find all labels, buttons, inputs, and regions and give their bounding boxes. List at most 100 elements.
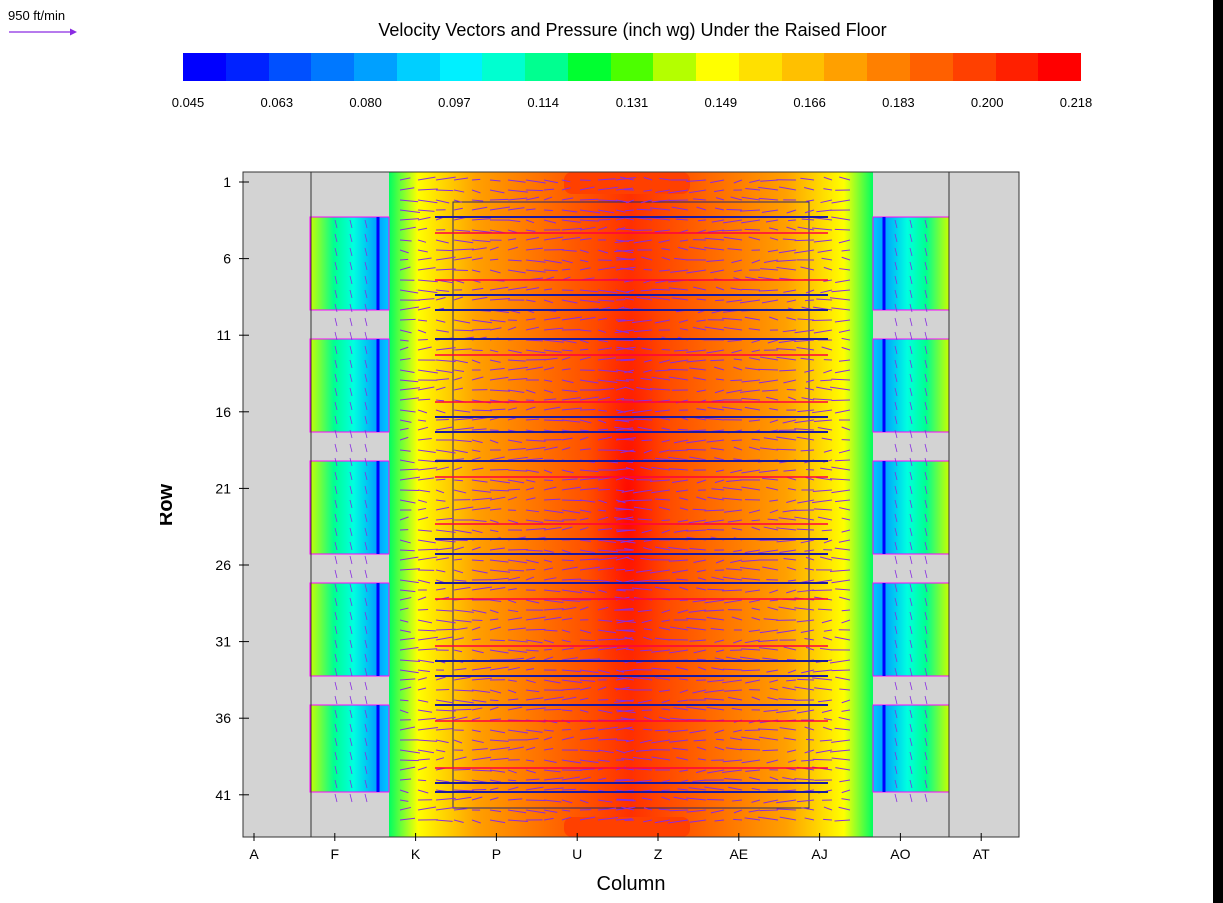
velocity-vector bbox=[797, 318, 815, 321]
velocity-vector bbox=[471, 739, 484, 744]
velocity-vector bbox=[794, 239, 815, 242]
velocity-vector bbox=[669, 626, 689, 631]
velocity-vector bbox=[804, 209, 815, 214]
velocity-vector bbox=[471, 677, 492, 681]
velocity-vector bbox=[489, 519, 499, 524]
velocity-vector bbox=[686, 617, 707, 621]
velocity-vector bbox=[841, 337, 851, 341]
velocity-vector bbox=[543, 567, 554, 571]
velocity-vector bbox=[759, 629, 779, 634]
velocity-vector bbox=[726, 389, 743, 394]
velocity-vector bbox=[334, 639, 338, 649]
velocity-vector bbox=[655, 189, 671, 193]
velocity-vector bbox=[507, 349, 522, 354]
velocity-vector bbox=[435, 399, 445, 402]
velocity-vector bbox=[767, 606, 779, 611]
velocity-vector bbox=[689, 548, 707, 551]
velocity-vector bbox=[435, 619, 456, 624]
velocity-vector bbox=[435, 739, 449, 744]
velocity-vector bbox=[453, 229, 471, 232]
velocity-vector bbox=[417, 298, 435, 301]
velocity-vector bbox=[776, 527, 797, 531]
velocity-vector bbox=[349, 247, 353, 257]
velocity-vector bbox=[812, 677, 833, 681]
velocity-vector bbox=[435, 249, 453, 252]
velocity-vector bbox=[710, 269, 725, 274]
velocity-vector bbox=[471, 479, 488, 483]
velocity-vector bbox=[633, 329, 653, 333]
velocity-vector bbox=[831, 739, 851, 743]
velocity-vector bbox=[349, 513, 353, 523]
velocity-vector bbox=[614, 329, 635, 334]
colorbar-cell bbox=[311, 53, 355, 81]
velocity-vector bbox=[597, 509, 607, 512]
velocity-vector bbox=[435, 426, 454, 431]
velocity-vector bbox=[399, 516, 409, 521]
velocity-vector bbox=[722, 769, 743, 774]
velocity-vector bbox=[821, 619, 833, 624]
velocity-vector bbox=[632, 579, 653, 583]
velocity-vector bbox=[579, 558, 599, 561]
velocity-vector bbox=[399, 726, 416, 731]
velocity-vector bbox=[453, 716, 468, 721]
velocity-vector bbox=[579, 219, 599, 222]
velocity-vector bbox=[471, 247, 487, 251]
velocity-vector bbox=[614, 419, 635, 422]
velocity-vector bbox=[349, 233, 353, 243]
velocity-vector bbox=[561, 728, 571, 731]
velocity-vector bbox=[643, 628, 653, 631]
velocity-vector bbox=[924, 233, 928, 243]
velocity-vector bbox=[639, 739, 653, 744]
velocity-vector bbox=[823, 806, 833, 811]
velocity-vector bbox=[507, 197, 528, 201]
velocity-vector bbox=[749, 179, 761, 183]
velocity-vector bbox=[894, 247, 898, 257]
velocity-vector bbox=[894, 303, 898, 313]
velocity-vector bbox=[894, 653, 898, 663]
velocity-vector bbox=[334, 429, 338, 439]
velocity-vector bbox=[641, 439, 653, 442]
velocity-vector bbox=[561, 679, 583, 684]
velocity-vector bbox=[800, 629, 815, 633]
velocity-vector bbox=[417, 426, 429, 431]
velocity-vector bbox=[924, 303, 928, 313]
velocity-vector bbox=[399, 629, 411, 633]
velocity-vector bbox=[617, 228, 635, 231]
velocity-vector bbox=[689, 639, 707, 642]
velocity-vector bbox=[597, 266, 616, 271]
velocity-vector bbox=[909, 387, 913, 397]
velocity-vector bbox=[706, 259, 725, 262]
velocity-vector bbox=[721, 317, 743, 321]
velocity-vector bbox=[794, 339, 815, 342]
velocity-vector bbox=[399, 459, 415, 464]
velocity-vector bbox=[579, 198, 599, 201]
velocity-vector bbox=[745, 769, 761, 772]
velocity-vector bbox=[453, 449, 468, 454]
velocity-vector bbox=[364, 345, 368, 355]
velocity-vector bbox=[688, 246, 707, 251]
velocity-vector bbox=[453, 329, 474, 332]
velocity-vector bbox=[616, 529, 635, 533]
velocity-vector bbox=[435, 506, 450, 511]
velocity-vector bbox=[525, 628, 546, 631]
velocity-vector bbox=[453, 569, 464, 574]
velocity-vector bbox=[820, 467, 833, 471]
velocity-vector bbox=[417, 579, 431, 584]
velocity-vector bbox=[579, 348, 589, 351]
velocity-vector bbox=[614, 699, 635, 703]
velocity-vector bbox=[714, 819, 725, 822]
velocity-vector bbox=[543, 379, 553, 383]
velocity-vector bbox=[894, 275, 898, 285]
velocity-vector bbox=[579, 517, 589, 521]
velocity-vector bbox=[561, 776, 581, 781]
velocity-vector bbox=[731, 799, 743, 802]
velocity-vector bbox=[489, 809, 502, 813]
velocity-vector bbox=[751, 349, 761, 353]
velocity-vector bbox=[688, 787, 707, 791]
velocity-vector bbox=[579, 727, 596, 731]
velocity-vector bbox=[525, 349, 546, 354]
velocity-vector bbox=[637, 609, 653, 613]
velocity-vector bbox=[471, 666, 492, 671]
velocity-vector bbox=[722, 668, 743, 671]
